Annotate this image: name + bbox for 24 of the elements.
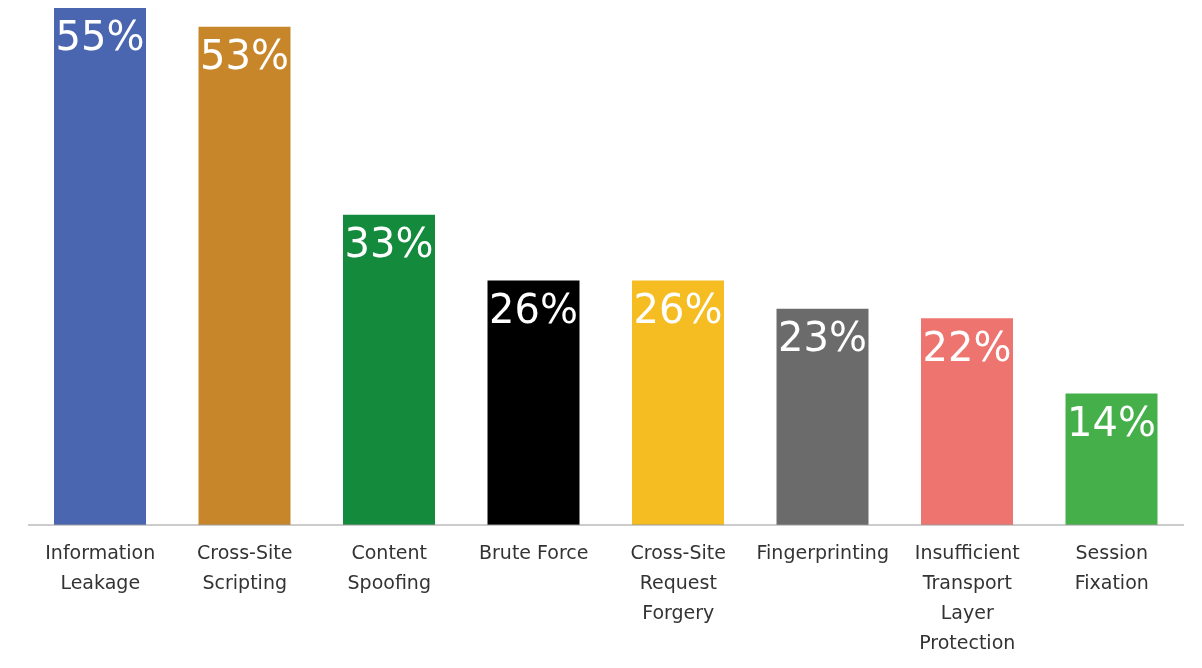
x-tick-label: Brute Force xyxy=(479,541,589,563)
data-label: 53% xyxy=(200,32,289,79)
x-tick-label: Information Leakage xyxy=(45,541,156,593)
data-label: 33% xyxy=(344,220,434,267)
bar xyxy=(198,26,291,525)
x-tick-label: Session Fixation xyxy=(1074,541,1149,593)
bar xyxy=(632,280,725,525)
x-tick-label: Fingerprinting xyxy=(756,541,889,563)
data-label: 26% xyxy=(633,286,723,332)
x-tick-label: Content Spoofing xyxy=(347,541,431,593)
x-tick-label: Cross-Site Scripting xyxy=(197,541,293,593)
bar xyxy=(776,308,869,525)
bar xyxy=(1065,393,1158,525)
bar xyxy=(487,280,580,525)
data-label: 26% xyxy=(489,286,578,332)
data-label: 14% xyxy=(1067,398,1156,445)
data-label: 22% xyxy=(922,323,1012,370)
x-tick-label: Cross-Site Request Forgery xyxy=(630,541,726,623)
bar xyxy=(343,214,436,525)
bar xyxy=(54,8,147,525)
bar xyxy=(921,318,1014,525)
data-label: 23% xyxy=(778,314,867,361)
x-tick-label: Insufficient Transport Layer Protection xyxy=(914,541,1020,653)
data-label: 55% xyxy=(55,13,145,60)
